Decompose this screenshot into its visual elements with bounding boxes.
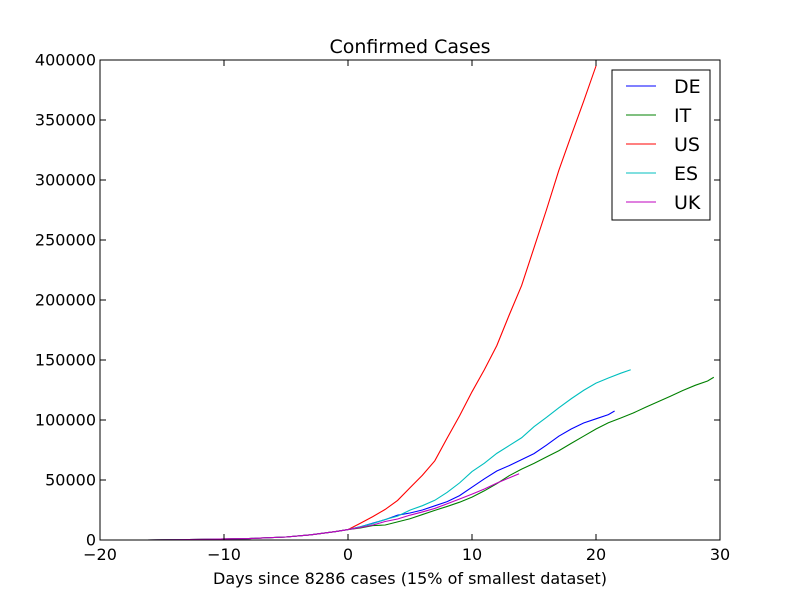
y-tick-label: 150000 [35,351,96,370]
ticks-layer: −20 −10 0 10 20 30 0 50000 100000 150000 200000 250… [35,51,730,565]
legend-label-us: US [674,134,700,156]
y-tick-label: 350000 [35,111,96,130]
legend-label-de: DE [674,76,701,98]
y-tick-label: 200000 [35,291,96,310]
x-tick-label: 20 [586,545,606,564]
x-tick-label: 30 [710,545,730,564]
series-line-uk [147,473,520,540]
x-tick-label: 10 [462,545,482,564]
chart-title: Confirmed Cases [329,36,490,58]
legend-label-es: ES [674,163,698,185]
x-tick-label: −10 [207,545,241,564]
legend-label-it: IT [674,105,692,127]
y-tick-label: 50000 [45,471,96,490]
legend: DE IT US ES UK [611,69,711,221]
x-tick-label: 0 [343,545,353,564]
y-tick-label: 250000 [35,231,96,250]
y-tick-label: 0 [86,531,96,550]
series-layer [147,65,715,540]
y-tick-label: 300000 [35,171,96,190]
y-tick-label: 400000 [35,51,96,70]
y-tick-label: 100000 [35,411,96,430]
legend-box [611,69,711,221]
legend-label-uk: UK [674,192,701,214]
x-tick-label: −20 [83,545,117,564]
x-axis-label: Days since 8286 cases (15% of smallest d… [213,569,607,588]
